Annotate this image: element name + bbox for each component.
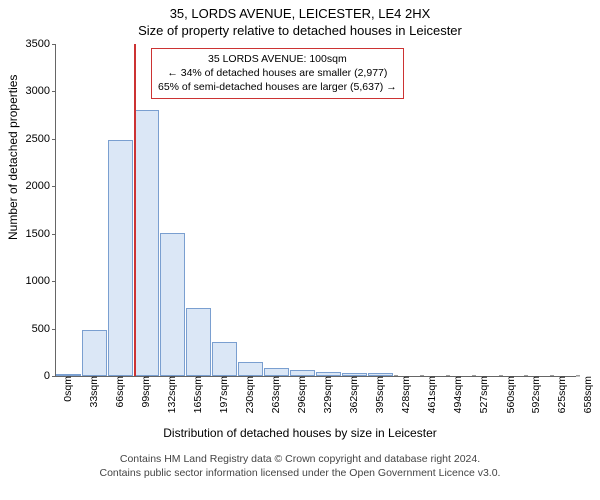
histogram-bar: [316, 372, 341, 376]
footer-attribution: Contains HM Land Registry data © Crown c…: [0, 453, 600, 480]
y-tick: 1500: [26, 228, 56, 240]
histogram-bar: [212, 342, 237, 376]
x-tick: 461sqm: [420, 376, 438, 413]
annotation-line: ← 34% of detached houses are smaller (2,…: [158, 66, 397, 80]
annotation-box: 35 LORDS AVENUE: 100sqm← 34% of detached…: [151, 48, 404, 99]
histogram-bar: [186, 308, 210, 376]
y-tick: 3000: [26, 85, 56, 97]
x-axis-label: Distribution of detached houses by size …: [0, 426, 600, 440]
property-marker-line: [134, 44, 136, 376]
histogram-bar: [108, 140, 133, 376]
x-tick: 197sqm: [212, 376, 230, 413]
x-tick: 132sqm: [160, 376, 178, 413]
histogram-bar: [134, 110, 159, 376]
chart-container: 35, LORDS AVENUE, LEICESTER, LE4 2HX Siz…: [0, 0, 600, 500]
histogram-bar: [82, 330, 107, 376]
histogram-bar: [56, 374, 81, 376]
histogram-bar: [238, 362, 263, 376]
y-axis-label: Number of detached properties: [6, 75, 20, 240]
histogram-bar: [264, 368, 289, 376]
x-tick: 362sqm: [342, 376, 360, 413]
x-tick: 592sqm: [524, 376, 542, 413]
y-tick: 0: [44, 370, 56, 382]
y-tick: 3500: [26, 38, 56, 50]
x-tick: 33sqm: [82, 376, 100, 408]
x-tick: 230sqm: [238, 376, 256, 413]
x-tick: 395sqm: [368, 376, 386, 413]
x-tick: 0sqm: [56, 376, 74, 402]
x-tick: 658sqm: [576, 376, 594, 413]
x-tick: 99sqm: [134, 376, 152, 408]
x-tick: 263sqm: [264, 376, 282, 413]
x-tick: 625sqm: [550, 376, 568, 413]
histogram-bar: [368, 373, 393, 376]
x-tick: 428sqm: [394, 376, 412, 413]
x-tick: 66sqm: [108, 376, 126, 408]
plot-area: 05001000150020002500300035000sqm33sqm66s…: [55, 44, 576, 377]
footer-line1: Contains HM Land Registry data © Crown c…: [0, 453, 600, 467]
histogram-bar: [290, 370, 315, 376]
annotation-line: 35 LORDS AVENUE: 100sqm: [158, 52, 397, 66]
y-tick: 500: [32, 323, 56, 335]
x-tick: 527sqm: [472, 376, 490, 413]
x-tick: 165sqm: [186, 376, 204, 413]
chart-title-line2: Size of property relative to detached ho…: [0, 23, 600, 38]
annotation-line: 65% of semi-detached houses are larger (…: [158, 80, 397, 94]
histogram-bar: [160, 233, 185, 376]
x-tick: 560sqm: [499, 376, 517, 413]
x-tick: 296sqm: [290, 376, 308, 413]
footer-line2: Contains public sector information licen…: [0, 467, 600, 481]
histogram-bar: [342, 373, 367, 376]
chart-title-line1: 35, LORDS AVENUE, LEICESTER, LE4 2HX: [0, 6, 600, 21]
y-tick: 1000: [26, 275, 56, 287]
x-tick: 329sqm: [316, 376, 334, 413]
y-tick: 2000: [26, 180, 56, 192]
x-tick: 494sqm: [446, 376, 464, 413]
y-tick: 2500: [26, 133, 56, 145]
